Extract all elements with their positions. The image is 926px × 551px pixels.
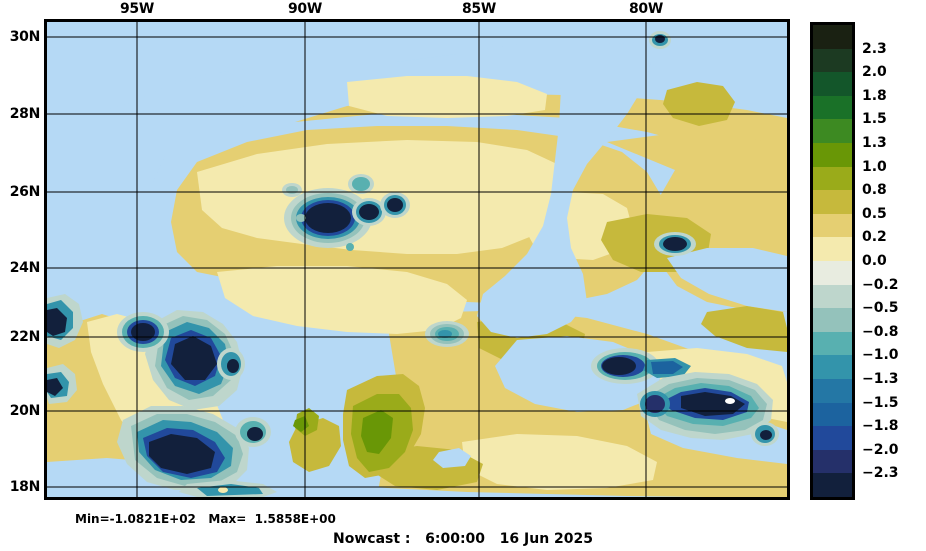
band-0p8-to-1p3 [293,394,413,472]
colorbar-band-14 [813,355,852,379]
contour-field [47,22,787,497]
latitude-tick-label-0: 30N [9,29,41,45]
colorbar-tick-0: 2.3 [862,40,887,57]
map-gridlines [47,22,787,497]
colorbar-band-10 [813,260,852,285]
longitude-tick-label-2: 85W [461,1,497,17]
latitude-tick-label-2: 26N [9,184,41,200]
eddy-south-campeche [117,406,277,497]
eddy-ne-florida [649,31,671,49]
colorbar-tick-7: 0.5 [862,205,887,222]
colorbar-band-8 [813,213,852,238]
colorbar-band-11 [813,284,852,309]
colorbar-tick-18: −2.3 [862,465,899,482]
latitude-tick-label-6: 18N [9,479,41,495]
colorbar-tick-5: 1.0 [862,158,887,175]
colorbar-tick-2: 1.8 [862,87,887,104]
colorbar-tick-10: −0.2 [862,276,899,293]
eddy-central-gulf [282,174,410,248]
colorbar-tick-3: 1.5 [862,111,887,128]
colorbar-band-2 [813,72,852,96]
colorbar-tick-17: −2.0 [862,441,899,458]
minmax-stats-line: Min=-1.0821E+02 Max= 1.5858E+00 [75,512,336,526]
colorbar-band-15 [813,378,852,403]
eddy-west-cuba [591,348,691,384]
colorbar-band-17 [813,426,852,450]
band-0p0-to-0p2 [87,76,787,490]
longitude-tick-label-3: 80W [628,1,664,17]
colorbar-band-16 [813,402,852,427]
eddy-mid-gulf [425,321,469,347]
colorbar-band-5 [813,142,852,167]
colorbar-tick-14: −1.3 [862,371,899,387]
colorbar-tick-9: 0.0 [862,253,887,269]
colorbar [810,22,855,500]
longitude-tick-label-0: 95W [119,1,155,17]
colorbar-tick-4: 1.3 [862,135,887,151]
colorbar-band-4 [813,119,852,143]
colorbar-band-19 [813,473,852,497]
longitude-tick-label-1: 90W [287,1,323,17]
eddy-yucatan-channel [654,232,696,256]
latitude-tick-label-3: 24N [9,260,41,276]
colorbar-tick-1: 2.0 [862,64,887,81]
colorbar-band-18 [813,449,852,474]
colorbar-band-6 [813,166,852,191]
colorbar-band-0 [813,25,852,49]
colorbar-band-1 [813,48,852,73]
colorbar-tick-15: −1.5 [862,394,899,411]
colorbar-tick-labels: 2.3 2.0 1.8 1.5 1.3 1.0 0.8 0.5 0.2 0.0 −0.2 −0.5 −0… [862,22,926,500]
colorbar-tick-11: −0.5 [862,300,899,317]
eddy-west-coast [47,294,83,404]
colorbar-band-3 [813,95,852,120]
caption-line: Nowcast : 6:00:00 16 Jun 2025 [333,531,593,547]
colorbar-band-12 [813,308,852,332]
colorbar-tick-8: 0.2 [862,229,887,246]
latitude-tick-label-4: 22N [9,329,41,345]
colorbar-tick-6: 0.8 [862,182,887,199]
colorbar-tick-13: −1.0 [862,347,899,364]
map-plot-area[interactable] [44,19,790,500]
colorbar-band-9 [813,237,852,261]
colorbar-tick-16: −1.8 [862,418,899,435]
colorbar-band-13 [813,331,852,356]
latitude-tick-label-1: 28N [9,106,41,122]
minor-specks [218,214,587,493]
colorbar-tick-12: −0.8 [862,323,899,340]
colorbar-band-7 [813,190,852,214]
latitude-tick-label-5: 20N [9,403,41,419]
